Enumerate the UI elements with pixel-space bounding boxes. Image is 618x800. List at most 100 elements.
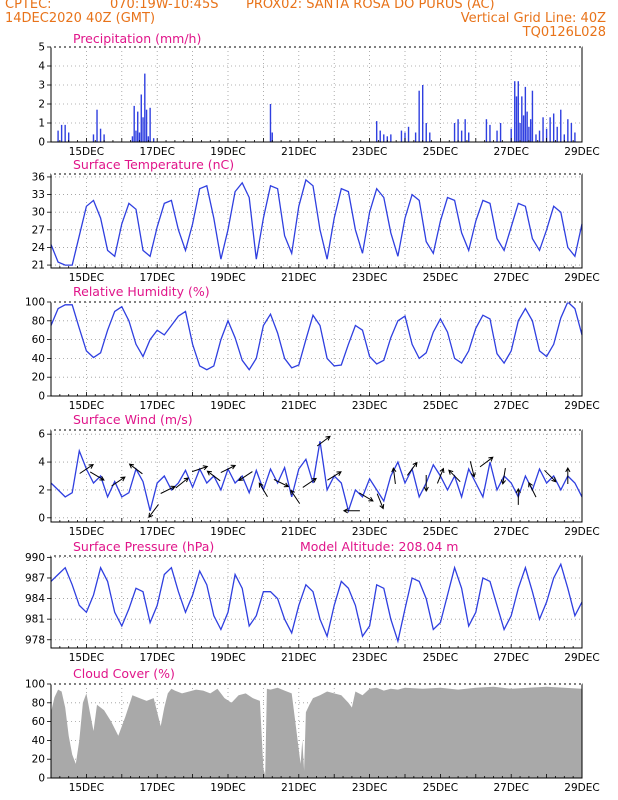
x-tick-label: 25DEC <box>423 400 458 412</box>
panel-wind: 0 2 4 6 15DEC 17DEC 19DEC 21DEC 23DEC 25DEC 27DEC 2… <box>38 412 599 538</box>
precip-bar <box>404 132 406 142</box>
header-station: PROX02: SANTA ROSA DO PURUS (AC) <box>246 0 495 12</box>
x-tick-label: 15DEC <box>69 782 104 794</box>
panel-title-temp: Surface Temperature (nC) <box>73 157 234 172</box>
y-tick-label: 0 <box>38 391 45 403</box>
precip-bar <box>103 134 105 142</box>
x-tick-label: 27DEC <box>493 400 528 412</box>
precip-bar <box>552 113 555 142</box>
precip-bar <box>407 126 410 142</box>
precip-bar <box>379 130 381 142</box>
precip-bar <box>140 94 142 142</box>
x-tick-label: 19DEC <box>210 146 245 158</box>
precip-bar <box>400 130 403 142</box>
precip-bar <box>425 123 427 142</box>
wind-arrow <box>206 470 221 482</box>
y-tick-label: 20 <box>32 372 45 384</box>
y-tick-label: 80 <box>32 697 45 709</box>
precip-bar <box>96 109 98 142</box>
y-tick-label: 984 <box>25 593 45 605</box>
precip-bar <box>152 138 155 142</box>
rh-line <box>50 300 583 371</box>
wind-arrow <box>258 482 268 498</box>
panel-temp: 21 24 27 30 33 36 15DEC 17DEC 19DEC 21DEC 23DEC 25D… <box>32 157 600 284</box>
precip-bar <box>271 132 273 142</box>
precip-bar <box>526 111 528 142</box>
wind-arrow <box>273 478 290 488</box>
y-tick-label: 100 <box>25 297 45 309</box>
header-coords: 070:19W-10:45S <box>110 0 219 12</box>
precip-bar <box>496 130 498 142</box>
precip-bar <box>560 109 562 142</box>
precip-bar <box>422 85 424 142</box>
panel-cloud: 0 20 40 60 80 100 15DEC 17DEC 19DEC 21DEC 23DEC 25D… <box>25 666 600 794</box>
panel-title-rh: Relative Humidity (%) <box>73 284 210 299</box>
precip-bar <box>556 126 558 142</box>
wind-arrow <box>376 493 385 510</box>
x-tick-label: 19DEC <box>210 782 245 794</box>
precip-bar <box>92 134 95 142</box>
precip-bar <box>99 128 102 142</box>
y-tick-label: 40 <box>32 735 45 747</box>
y-tick-label: 990 <box>25 552 45 564</box>
precip-bar <box>567 119 569 142</box>
precip-bar <box>531 90 534 142</box>
x-tick-label: 25DEC <box>423 272 458 284</box>
precip-bar <box>574 132 576 142</box>
panel-frame <box>50 46 583 143</box>
x-tick-label: 23DEC <box>352 146 387 158</box>
x-tick-label: 23DEC <box>352 400 387 412</box>
x-tick-label: 19DEC <box>210 526 245 538</box>
precip-bar <box>386 136 388 142</box>
y-tick-label: 36 <box>32 171 46 183</box>
precip-bar <box>549 117 551 142</box>
precip-bar <box>375 121 378 142</box>
wind-arrow <box>238 471 253 481</box>
y-tick-label: 0 <box>38 137 45 149</box>
precip-bar <box>529 119 532 142</box>
precip-bar <box>138 132 141 142</box>
panel-frame <box>50 173 583 269</box>
header-model-id: TQ0126L028 <box>522 25 606 40</box>
x-tick-label: 17DEC <box>139 272 174 284</box>
y-tick-label: 24 <box>32 242 46 254</box>
x-tick-label: 19DEC <box>210 272 245 284</box>
wind-arrow <box>342 508 360 514</box>
x-tick-label: 29DEC <box>564 146 599 158</box>
precip-bar <box>64 124 66 142</box>
precip-bar <box>514 81 516 142</box>
header-grid-note: Vertical Grid Line: 40Z <box>460 11 606 26</box>
x-tick-label: 29DEC <box>564 272 599 284</box>
precip-bar <box>68 132 70 142</box>
precip-bar <box>570 123 573 142</box>
x-tick-label: 21DEC <box>281 526 316 538</box>
precip-bar <box>57 130 59 142</box>
wind-arrow <box>89 471 105 481</box>
wind-arrow <box>111 476 126 487</box>
x-tick-label: 21DEC <box>281 146 316 158</box>
y-tick-label: 0 <box>38 773 45 785</box>
precip-bar <box>542 117 544 142</box>
x-tick-label: 15DEC <box>69 272 104 284</box>
panel-pressure: 978 981 984 987 990 15DEC 17DEC 19DEC 21DEC 23DEC… <box>25 539 600 664</box>
wind-arrow <box>175 477 190 489</box>
x-tick-label: 15DEC <box>69 400 104 412</box>
precip-bar <box>149 107 151 142</box>
wind-arrow <box>316 435 331 447</box>
panel-title-cloud: Cloud Cover (%) <box>73 666 175 681</box>
precip-bar <box>545 128 548 142</box>
precip-bar <box>414 132 417 142</box>
y-tick-label: 1 <box>38 118 45 130</box>
x-tick-label: 27DEC <box>493 272 528 284</box>
x-tick-label: 15DEC <box>69 526 104 538</box>
y-tick-label: 21 <box>32 260 45 272</box>
x-tick-label: 27DEC <box>493 782 528 794</box>
precip-bar <box>468 132 470 142</box>
precip-bar <box>135 130 137 142</box>
wind-arrow <box>469 461 476 478</box>
panel-title-wind: Surface Wind (m/s) <box>73 412 193 427</box>
x-tick-label: 21DEC <box>281 400 316 412</box>
precip-bar <box>137 111 139 142</box>
x-tick-label: 23DEC <box>352 526 387 538</box>
precip-bar <box>499 123 502 142</box>
